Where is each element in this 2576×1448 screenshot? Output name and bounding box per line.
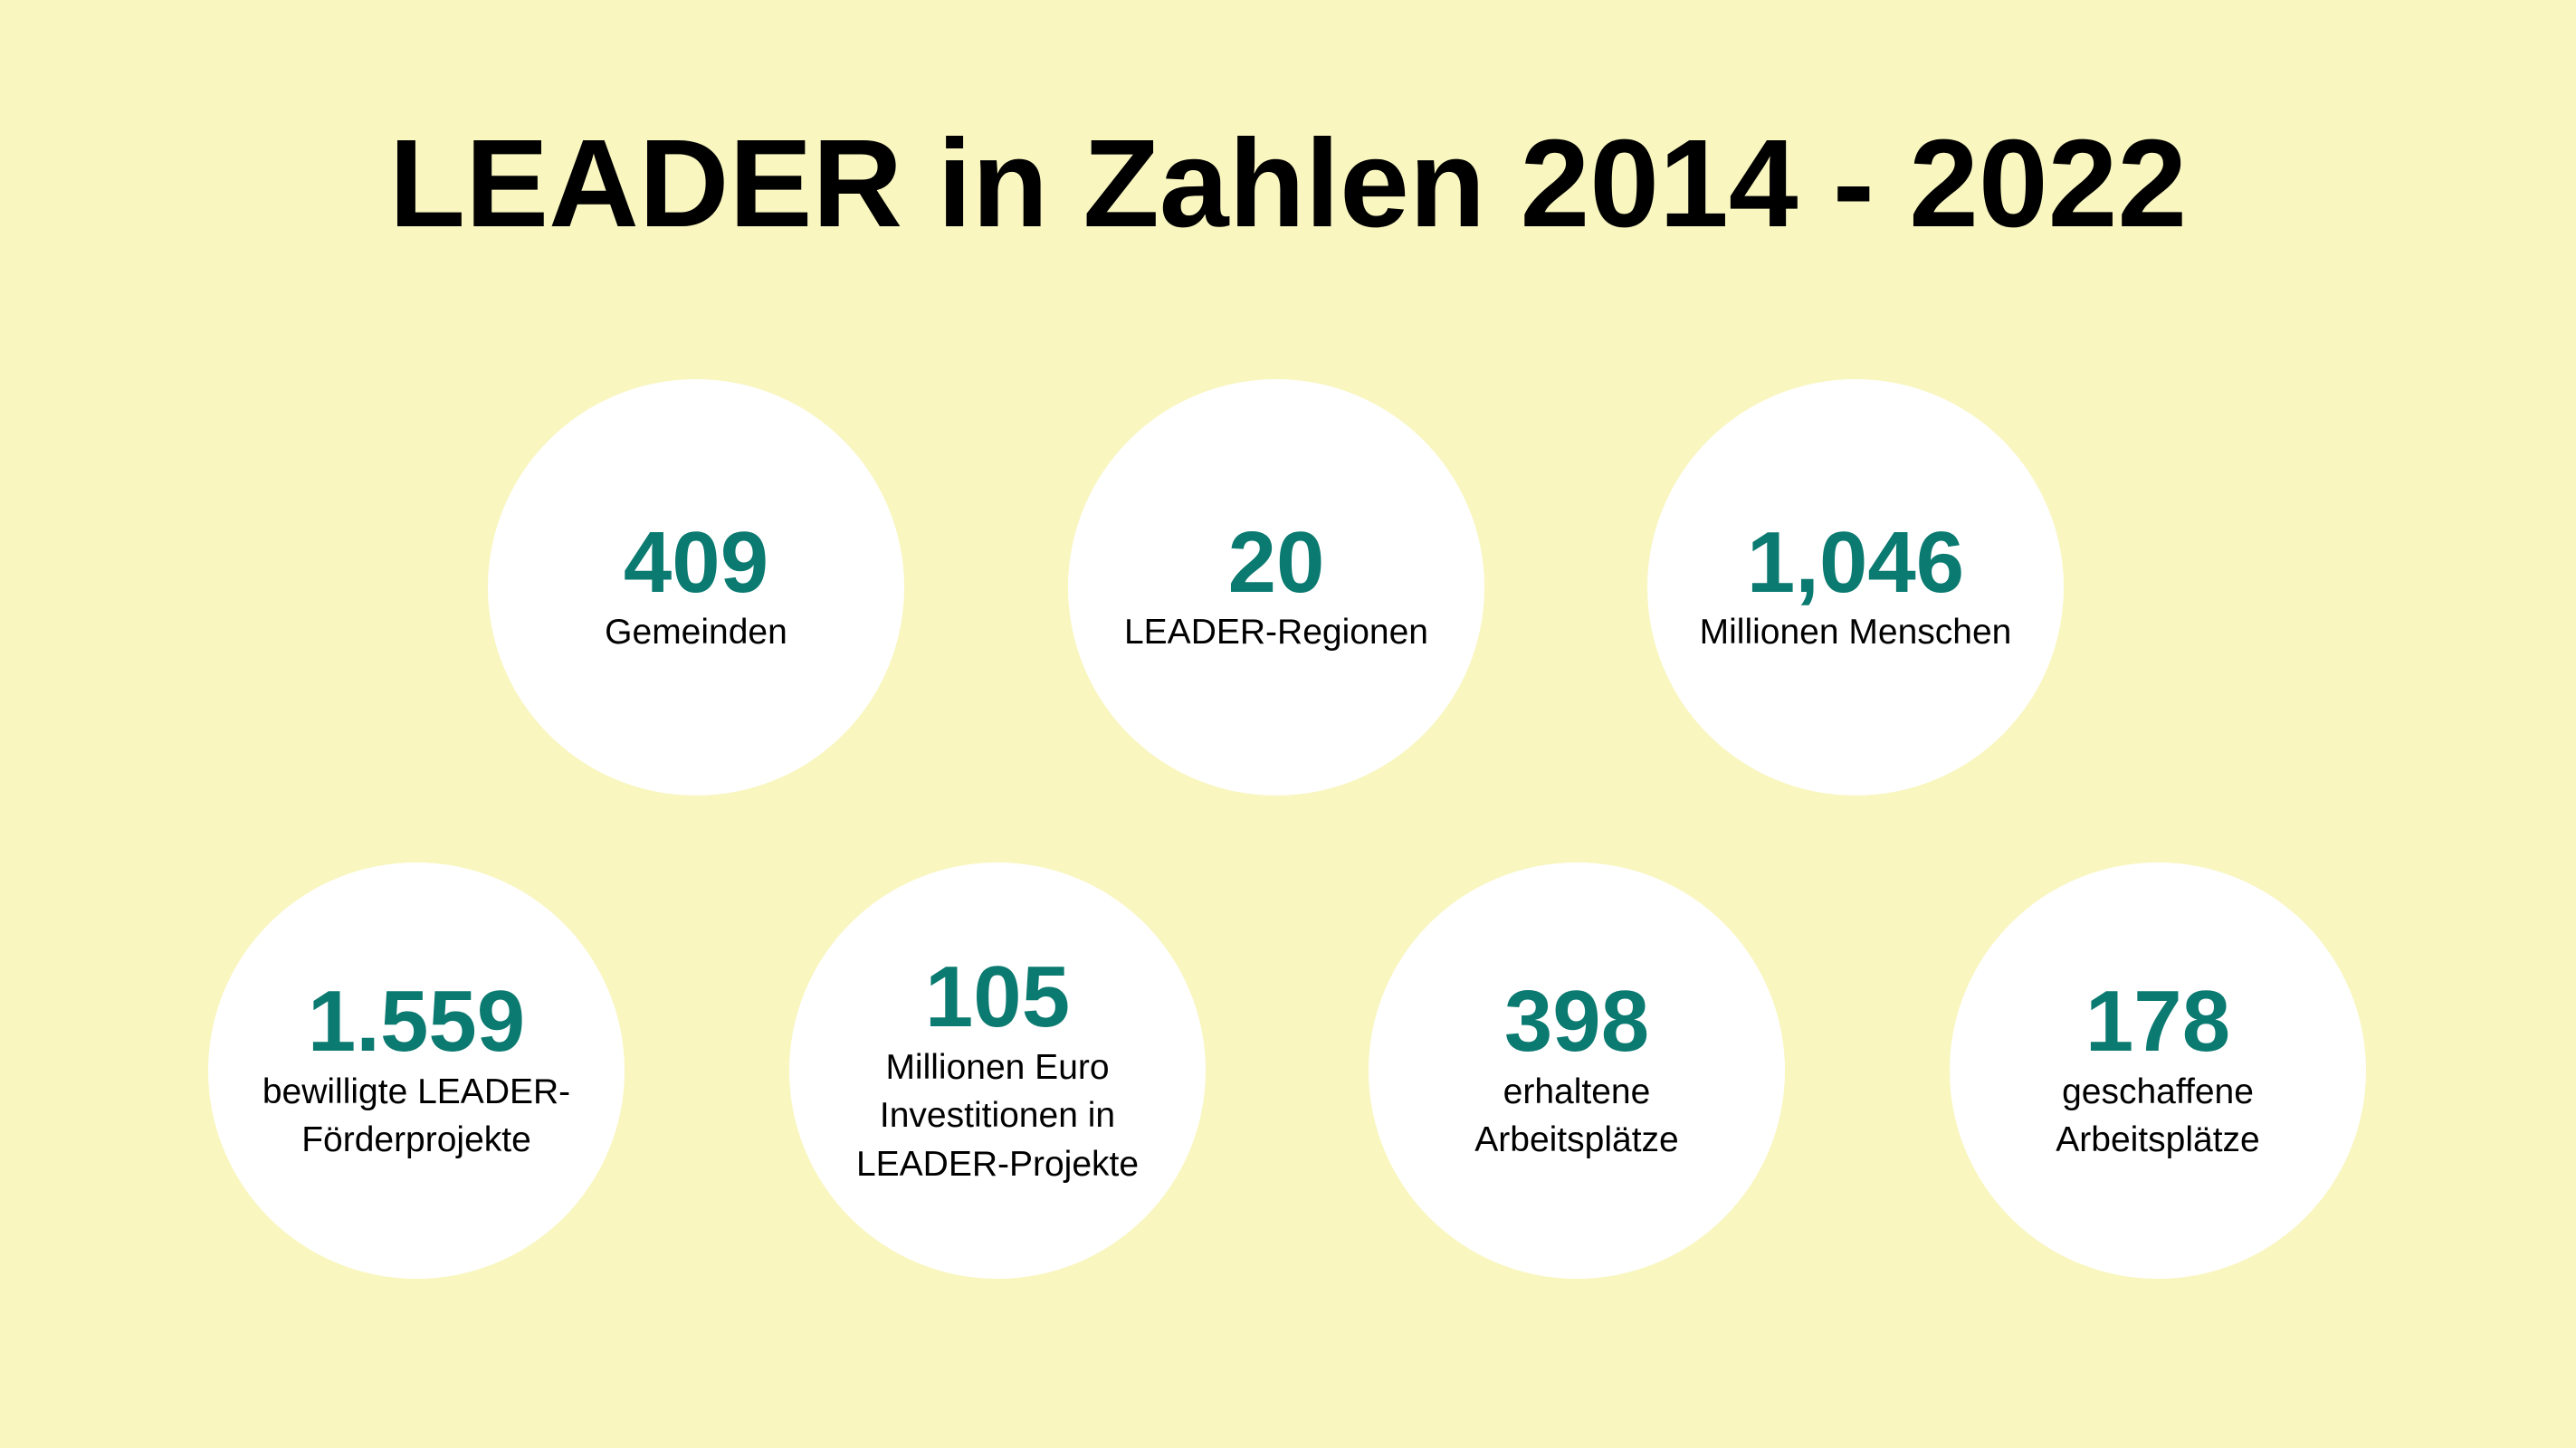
stat-label: LEADER-Regionen	[1123, 613, 1428, 653]
stat-value: 105	[924, 948, 1071, 1045]
stat-label: Gemeinden	[605, 613, 787, 653]
stat-circle-geschaffene-arbeitsplaetze: 178 geschaffene Arbeitsplätze	[1950, 862, 2366, 1279]
stat-label: geschaffene Arbeitsplätze	[2056, 1072, 2260, 1160]
stat-value: 1.559	[307, 972, 526, 1070]
stat-label: bewilligte LEADER- Förderprojekte	[262, 1072, 571, 1160]
stat-label: Millionen Menschen	[1699, 613, 2012, 653]
stat-circle-gemeinden: 409 Gemeinden	[488, 379, 904, 795]
stat-label: erhaltene Arbeitsplätze	[1474, 1072, 1679, 1160]
stat-value: 1,046	[1746, 513, 1965, 611]
stat-value: 20	[1227, 513, 1325, 611]
stat-circle-investitionen: 105 Millionen Euro Investitionen in LEAD…	[789, 862, 1206, 1279]
stat-circle-foerderprojekte: 1.559 bewilligte LEADER- Förderprojekte	[208, 862, 625, 1279]
stat-label: Millionen Euro Investitionen in LEADER-P…	[855, 1047, 1140, 1185]
stat-circle-leader-regionen: 20 LEADER-Regionen	[1068, 379, 1484, 795]
stat-circle-erhaltene-arbeitsplaetze: 398 erhaltene Arbeitsplätze	[1369, 862, 1785, 1279]
page-title: LEADER in Zahlen 2014 - 2022	[388, 114, 2188, 253]
stat-value: 178	[2085, 972, 2231, 1070]
stat-value: 398	[1503, 972, 1650, 1070]
stat-circle-menschen: 1,046 Millionen Menschen	[1647, 379, 2064, 795]
stat-value: 409	[623, 513, 769, 611]
